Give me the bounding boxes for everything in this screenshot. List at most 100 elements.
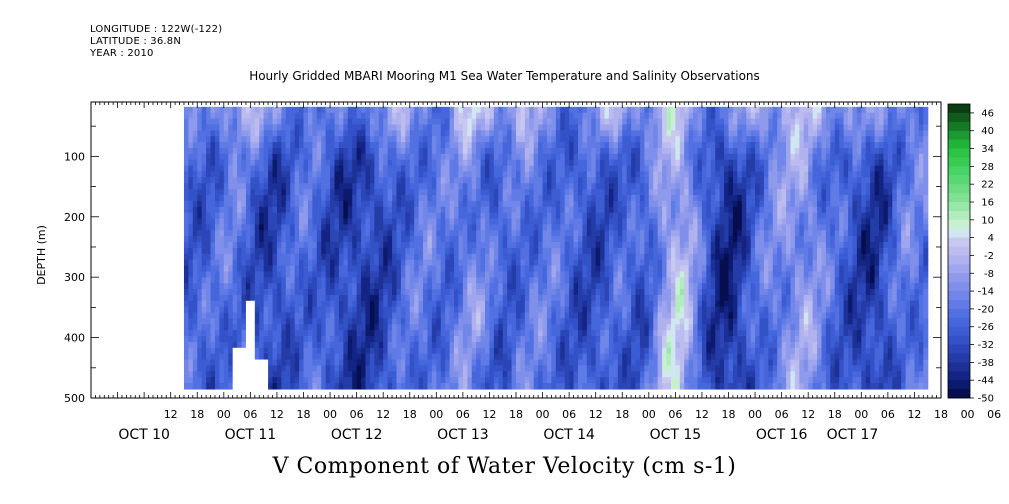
field-cell <box>825 312 831 320</box>
field-cell <box>520 171 526 178</box>
field-cell <box>595 212 606 220</box>
field-cell <box>551 212 557 220</box>
field-cell <box>427 283 433 290</box>
field-cell <box>648 224 654 231</box>
field-cell <box>303 124 309 131</box>
field-cell <box>879 265 885 272</box>
field-cell <box>569 177 575 184</box>
field-cell <box>724 300 734 308</box>
field-cell <box>626 265 632 272</box>
field-cell <box>502 242 508 249</box>
field-cell <box>564 206 570 214</box>
field-cell <box>595 159 601 167</box>
field-cell <box>631 300 637 308</box>
field-cell <box>334 165 340 173</box>
field-cell <box>635 253 645 261</box>
field-cell <box>600 165 606 173</box>
field-cell <box>697 112 703 120</box>
field-cell <box>772 212 778 220</box>
field-cell <box>467 112 473 120</box>
field-cell <box>755 253 765 261</box>
field-cell <box>285 277 296 284</box>
field-cell <box>458 159 464 167</box>
field-cell <box>232 200 238 208</box>
field-cell <box>662 171 668 178</box>
field-cell <box>555 212 561 220</box>
field-cell <box>586 200 592 208</box>
field-cell <box>582 200 588 208</box>
field-cell <box>666 271 672 278</box>
field-cell <box>325 112 331 120</box>
field-cell <box>737 312 743 320</box>
field-cell <box>613 183 619 190</box>
field-cell <box>511 165 517 173</box>
field-cell <box>374 159 380 167</box>
field-cell <box>511 153 522 161</box>
field-cell <box>489 112 495 120</box>
field-cell <box>418 118 429 126</box>
field-cell <box>347 265 362 272</box>
field-cell <box>635 289 645 296</box>
field-cell <box>546 159 557 167</box>
field-cell <box>307 312 313 320</box>
field-cell <box>440 183 446 190</box>
field-cell <box>462 147 468 155</box>
field-cell <box>595 259 601 267</box>
field-cell <box>316 300 322 308</box>
field-cell <box>392 194 398 202</box>
field-cell <box>325 312 331 320</box>
field-cell <box>865 183 871 190</box>
field-cell <box>852 236 858 243</box>
field-cell <box>431 130 442 137</box>
field-cell <box>493 200 499 208</box>
field-cell <box>874 194 889 202</box>
field-cell <box>396 183 406 190</box>
field-cell <box>848 306 854 314</box>
field-cell <box>449 112 455 120</box>
field-cell <box>281 294 287 302</box>
field-cell <box>321 283 327 290</box>
field-cell <box>471 224 477 231</box>
field-cell <box>507 212 513 220</box>
field-cell <box>254 277 265 284</box>
field-cell <box>254 206 260 214</box>
field-cell <box>560 294 566 302</box>
field-cell <box>586 142 601 149</box>
field-cell <box>821 153 827 161</box>
field-cell <box>321 265 327 272</box>
field-cell <box>524 300 530 308</box>
field-cell <box>666 118 672 126</box>
field-cell <box>396 153 406 161</box>
field-cell <box>701 212 707 220</box>
field-cell <box>188 318 198 325</box>
field-cell <box>338 106 344 114</box>
field-cell <box>423 130 433 137</box>
field-cell <box>321 253 327 261</box>
field-cell <box>701 118 707 126</box>
field-cell <box>263 300 274 308</box>
field-cell <box>352 259 358 267</box>
field-cell <box>272 171 278 178</box>
field-cell <box>214 159 220 167</box>
field-cell <box>608 112 614 120</box>
field-cell <box>436 183 442 190</box>
field-cell <box>445 177 451 184</box>
field-cell <box>830 106 845 114</box>
field-cell <box>631 136 637 143</box>
field-cell <box>839 147 849 155</box>
field-cell <box>303 236 313 243</box>
field-cell <box>498 130 504 137</box>
field-cell <box>480 189 491 196</box>
field-cell <box>750 218 756 225</box>
field-cell <box>387 247 393 255</box>
field-cell <box>188 224 194 231</box>
field-cell <box>272 189 278 196</box>
field-cell <box>321 200 327 208</box>
field-cell <box>825 183 831 190</box>
field-cell <box>617 236 623 243</box>
field-cell <box>892 118 898 126</box>
field-cell <box>312 294 318 302</box>
field-cell <box>405 142 411 149</box>
field-cell <box>476 124 482 131</box>
field-cell <box>648 142 654 149</box>
